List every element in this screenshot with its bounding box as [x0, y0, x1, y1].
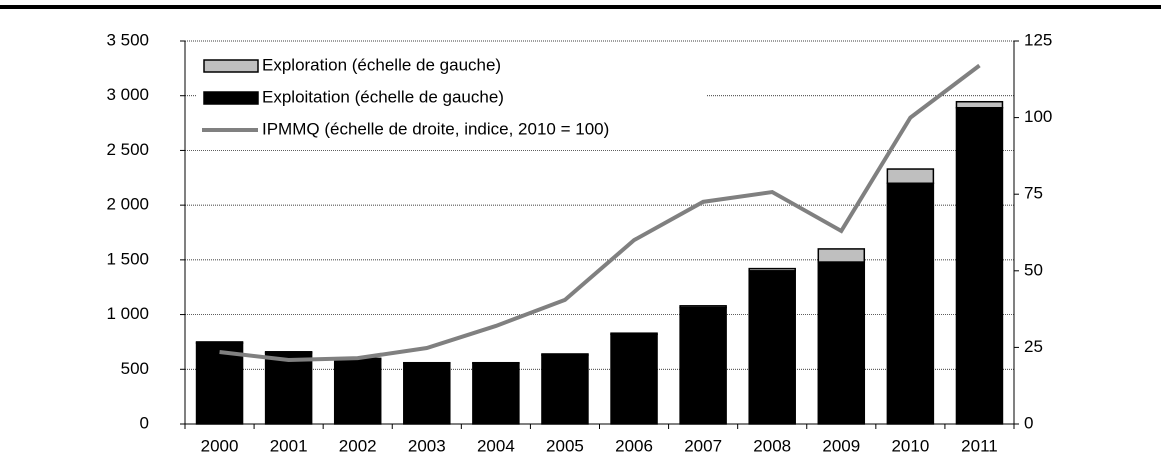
- x-tick-label: 2009: [822, 436, 860, 455]
- line: [219, 63, 981, 362]
- legend-label: Exploration (échelle de gauche): [262, 55, 501, 74]
- bar: [264, 352, 313, 425]
- x-tick-label: 2002: [339, 436, 377, 455]
- y-tick-label: 3 000: [106, 85, 149, 104]
- bar: [955, 100, 1004, 109]
- y-tick-label: 3 500: [106, 30, 149, 49]
- bar: [886, 168, 935, 185]
- bar: [610, 333, 658, 425]
- x-tick-label: 2006: [615, 436, 653, 455]
- y-tick-label: 1 500: [106, 249, 149, 268]
- x-tick-label: 2007: [684, 436, 722, 455]
- bar: [886, 182, 935, 425]
- bar: [541, 353, 589, 356]
- x-tick-label: 2003: [408, 436, 446, 455]
- y2-tick-label: 75: [1024, 184, 1043, 203]
- y-tick-label: 2 000: [106, 195, 149, 214]
- x-tick-label: 2004: [477, 436, 515, 455]
- bar: [403, 361, 451, 365]
- y-tick-label: 0: [140, 413, 149, 432]
- x-tick-label: 2010: [891, 436, 929, 455]
- bar: [403, 362, 451, 425]
- bar: [748, 267, 796, 272]
- x-tick-label: 2008: [753, 436, 791, 455]
- bar: [955, 107, 1004, 425]
- y2-tick-label: 50: [1024, 260, 1043, 279]
- bar: [748, 270, 796, 425]
- top-rule: [0, 5, 1161, 9]
- y2-tick-label: 25: [1024, 337, 1043, 356]
- bar: [610, 332, 658, 336]
- legend-label: Exploitation (échelle de gauche): [262, 87, 504, 106]
- legend-bg: [196, 50, 706, 148]
- legend-label: IPMMQ (échelle de droite, indice, 2010 =…: [262, 119, 609, 138]
- bar: [195, 341, 244, 344]
- x-tick-label: 2011: [961, 436, 998, 455]
- x-tick-label: 2001: [270, 436, 308, 455]
- bar: [333, 358, 382, 425]
- bar: [541, 354, 589, 425]
- x-tick-label: 2005: [546, 436, 584, 455]
- x-tick-label: 2000: [201, 436, 239, 455]
- bar: [472, 361, 520, 365]
- bar: [472, 362, 520, 425]
- bar: [817, 248, 866, 263]
- y-tick-label: 1 000: [106, 304, 149, 323]
- bar: [817, 261, 866, 425]
- bar: [679, 305, 727, 309]
- y-tick-label: 500: [121, 359, 149, 378]
- y2-tick-label: 125: [1024, 30, 1052, 49]
- y-tick-label: 2 500: [106, 140, 149, 159]
- y2-tick-label: 0: [1024, 413, 1033, 432]
- bar: [679, 306, 727, 425]
- y2-tick-label: 100: [1024, 107, 1052, 126]
- legend-swatch: [203, 91, 259, 105]
- legend-swatch: [203, 59, 259, 73]
- bar: [264, 351, 313, 354]
